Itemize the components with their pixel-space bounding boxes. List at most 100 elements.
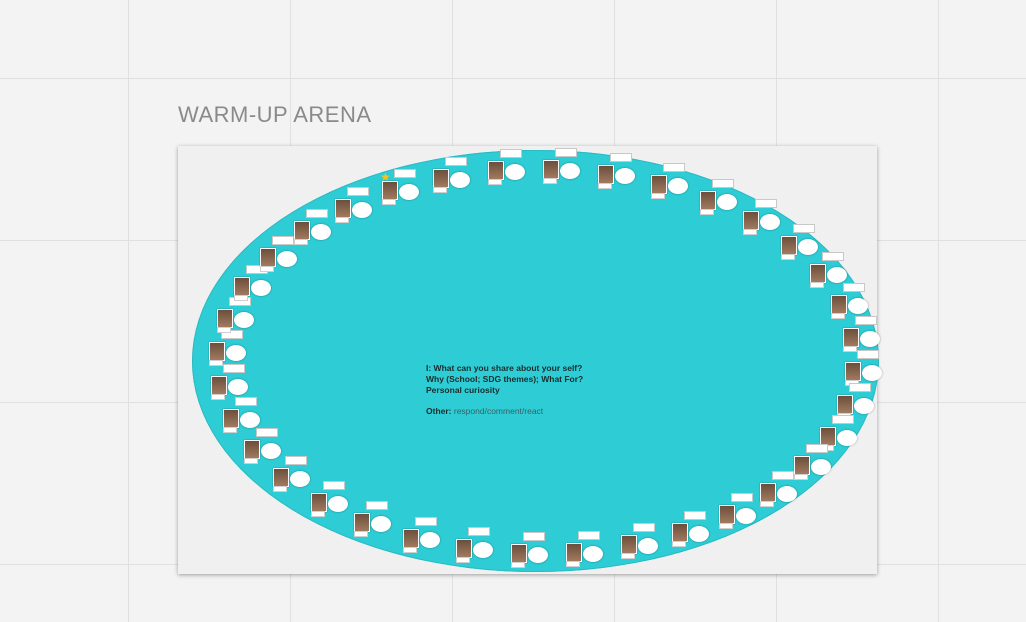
participant-card[interactable] <box>310 480 348 517</box>
participant-card[interactable] <box>244 427 281 464</box>
sticky-label[interactable] <box>854 316 877 326</box>
participant-card[interactable] <box>381 169 419 206</box>
participant-card[interactable] <box>354 501 392 538</box>
star-icon[interactable]: ★ <box>380 170 391 184</box>
sticky-label[interactable] <box>662 163 685 173</box>
sticky-label[interactable] <box>256 427 278 437</box>
thought-bubble-note[interactable] <box>826 267 847 284</box>
participant-card[interactable] <box>844 349 882 386</box>
sticky-label[interactable] <box>305 209 328 219</box>
sticky-label[interactable] <box>499 149 522 159</box>
participant-card[interactable] <box>837 382 875 419</box>
thought-bubble-note[interactable] <box>637 538 658 555</box>
thought-bubble-note[interactable] <box>420 531 441 548</box>
participant-card[interactable] <box>809 252 847 289</box>
sticky-label[interactable] <box>445 156 468 166</box>
sticky-label[interactable] <box>806 444 829 454</box>
thought-bubble-note[interactable] <box>310 224 331 241</box>
thought-bubble-note[interactable] <box>276 250 297 267</box>
thought-bubble-note[interactable] <box>689 525 710 542</box>
participant-card[interactable] <box>780 224 818 261</box>
participant-card[interactable] <box>830 283 868 320</box>
participant-card[interactable] <box>672 510 710 547</box>
participant-card[interactable] <box>718 493 756 530</box>
participant-card[interactable] <box>794 444 832 481</box>
participant-card[interactable] <box>216 297 254 334</box>
participant-card[interactable] <box>259 235 297 272</box>
sticky-label[interactable] <box>322 480 345 490</box>
sticky-label[interactable] <box>554 148 577 158</box>
thought-bubble-note[interactable] <box>837 429 857 446</box>
participant-card[interactable] <box>650 163 688 200</box>
thought-bubble-note[interactable] <box>854 397 875 414</box>
participant-card[interactable] <box>233 265 271 302</box>
thought-bubble-note[interactable] <box>760 214 781 231</box>
participant-card[interactable] <box>487 149 525 186</box>
participant-card[interactable] <box>760 470 798 507</box>
arena-ellipse[interactable] <box>192 150 879 572</box>
sticky-label[interactable] <box>285 455 308 465</box>
sticky-label[interactable] <box>609 152 632 162</box>
sticky-label[interactable] <box>832 414 854 424</box>
thought-bubble-note[interactable] <box>859 331 880 348</box>
thought-bubble-note[interactable] <box>528 546 549 563</box>
participant-card[interactable] <box>597 152 635 189</box>
sticky-label[interactable] <box>755 199 778 209</box>
sticky-label[interactable] <box>792 224 815 234</box>
thought-bubble-note[interactable] <box>614 167 635 184</box>
thought-bubble-note[interactable] <box>226 345 247 362</box>
participant-card[interactable] <box>223 396 261 433</box>
sticky-label[interactable] <box>235 396 258 406</box>
participant-card[interactable] <box>293 209 331 246</box>
sticky-label[interactable] <box>366 501 389 511</box>
participant-card[interactable] <box>211 363 249 400</box>
participant-card[interactable] <box>542 148 580 185</box>
sticky-label[interactable] <box>856 349 879 359</box>
sticky-label[interactable] <box>772 470 795 480</box>
sticky-label[interactable] <box>730 493 753 503</box>
participant-card[interactable] <box>820 414 857 451</box>
thought-bubble-note[interactable] <box>797 239 818 256</box>
thought-bubble-note[interactable] <box>371 516 392 533</box>
thought-bubble-note[interactable] <box>398 184 419 201</box>
thought-bubble-note[interactable] <box>504 164 525 181</box>
sticky-label[interactable] <box>821 252 844 262</box>
thought-bubble-note[interactable] <box>290 470 311 487</box>
frame-title[interactable]: WARM-UP ARENA <box>178 102 372 127</box>
participant-card[interactable] <box>511 531 549 568</box>
sticky-label[interactable] <box>415 516 438 526</box>
sticky-label[interactable] <box>842 283 865 293</box>
participant-card[interactable] <box>209 330 247 367</box>
participant-card[interactable] <box>842 316 880 353</box>
participant-card[interactable] <box>743 199 781 236</box>
thought-bubble-note[interactable] <box>240 411 261 428</box>
thought-bubble-note[interactable] <box>450 171 471 188</box>
sticky-label[interactable] <box>271 235 294 245</box>
thought-bubble-note[interactable] <box>473 542 494 559</box>
thought-bubble-note[interactable] <box>228 378 249 395</box>
thought-bubble-note[interactable] <box>327 495 348 512</box>
participant-card[interactable] <box>335 186 373 223</box>
sticky-label[interactable] <box>468 527 491 537</box>
participant-card[interactable] <box>620 523 658 560</box>
sticky-label[interactable] <box>632 523 655 533</box>
participant-card[interactable] <box>403 516 441 553</box>
participant-card[interactable] <box>566 530 604 567</box>
thought-bubble-note[interactable] <box>735 508 756 525</box>
sticky-label[interactable] <box>223 363 246 373</box>
thought-bubble-note[interactable] <box>847 298 868 315</box>
thought-bubble-note[interactable] <box>667 178 688 195</box>
participant-card[interactable] <box>433 156 471 193</box>
thought-bubble-note[interactable] <box>261 442 281 459</box>
participant-card[interactable] <box>273 455 311 492</box>
sticky-label[interactable] <box>347 186 370 196</box>
sticky-label[interactable] <box>711 178 734 188</box>
thought-bubble-note[interactable] <box>861 364 882 381</box>
thought-bubble-note[interactable] <box>716 193 737 210</box>
sticky-label[interactable] <box>221 330 244 340</box>
participant-card[interactable] <box>456 527 494 564</box>
participant-card[interactable] <box>699 178 737 215</box>
thought-bubble-note[interactable] <box>777 485 798 502</box>
sticky-label[interactable] <box>393 169 416 179</box>
thought-bubble-note[interactable] <box>811 459 832 476</box>
